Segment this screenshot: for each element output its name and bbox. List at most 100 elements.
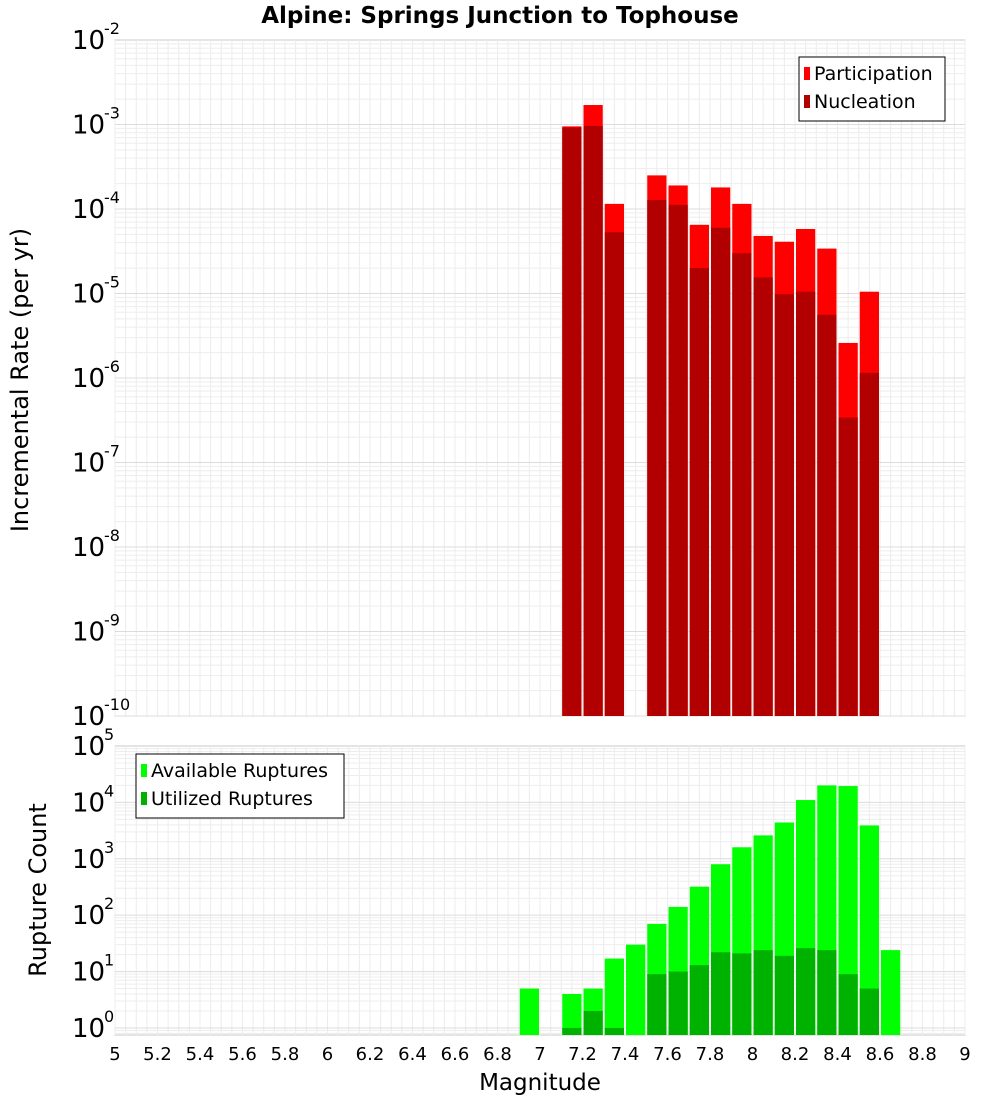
top-grid — [114, 40, 966, 717]
x-tick-label: 7 — [534, 1044, 545, 1065]
legend-swatch — [804, 95, 810, 108]
available-ruptures-bar — [626, 944, 646, 1035]
y-tick-exponent: -2 — [104, 19, 120, 38]
utilized-ruptures-bar — [774, 955, 794, 1035]
y-tick-base: 10 — [72, 449, 105, 479]
utilized-ruptures-bar — [753, 950, 773, 1035]
y-tick-label: 104 — [72, 781, 114, 818]
y-tick-label: 10-7 — [72, 442, 120, 479]
x-tick-label: 5.6 — [228, 1044, 257, 1065]
legend-swatch — [804, 67, 810, 80]
y-tick-base: 10 — [72, 788, 105, 818]
nucleation-bar — [562, 127, 582, 716]
y-tick-base: 10 — [72, 901, 105, 931]
y-tick-label: 105 — [72, 725, 114, 762]
utilized-ruptures-bar — [711, 952, 731, 1035]
x-tick-label: 6 — [322, 1044, 333, 1065]
utilized-ruptures-bar — [583, 1010, 603, 1035]
y-tick-label: 10-6 — [72, 357, 120, 394]
legend-label: Participation — [814, 63, 933, 85]
available-ruptures-bar — [838, 786, 858, 1035]
available-ruptures-bar — [562, 994, 582, 1035]
y-tick-base: 10 — [72, 618, 105, 648]
nucleation-bar — [689, 268, 709, 716]
nucleation-bar — [817, 314, 837, 716]
y-tick-label: 10-8 — [72, 526, 120, 563]
x-tick-label: 5.2 — [143, 1044, 172, 1065]
rupture-count-chart: Rupture Count 100101102103104105Availabl… — [24, 725, 966, 1044]
x-tick-label: 7.6 — [653, 1044, 682, 1065]
y-tick-exponent: -3 — [104, 104, 120, 123]
y-tick-exponent: -8 — [104, 526, 120, 545]
y-tick-exponent: 0 — [104, 1007, 114, 1026]
x-tick-label: 8 — [747, 1044, 758, 1065]
y-tick-exponent: -6 — [104, 357, 120, 376]
top-y-axis-label: Incremental Rate (per yr) — [6, 228, 34, 532]
y-tick-base: 10 — [72, 1014, 105, 1044]
utilized-ruptures-bar — [796, 948, 816, 1035]
legend-box — [135, 753, 345, 819]
x-axis-label: Magnitude — [479, 1070, 601, 1096]
y-tick-label: 10-4 — [72, 188, 120, 225]
x-tick-label: 5.8 — [271, 1044, 300, 1065]
y-tick-label: 101 — [72, 951, 114, 988]
y-tick-base: 10 — [72, 958, 105, 988]
bottom-bars — [519, 785, 901, 1035]
x-tick-label: 5 — [109, 1044, 120, 1065]
available-ruptures-bar — [859, 825, 879, 1035]
nucleation-bar — [711, 227, 731, 716]
y-tick-exponent: 5 — [104, 725, 114, 744]
y-tick-exponent: -7 — [104, 442, 120, 461]
x-axis-tick-labels: 5 5.2 5.4 5.6 5.8 6 6.2 6.4 6.6 6.8 7 7.2 7.4 7.6 7.8 8… — [109, 1044, 970, 1065]
x-tick-label: 7.4 — [611, 1044, 640, 1065]
legend-swatch — [141, 792, 147, 805]
y-tick-base: 10 — [72, 533, 105, 563]
nucleation-bar — [732, 253, 752, 716]
utilized-ruptures-bar — [732, 953, 752, 1035]
x-tick-label: 6.8 — [483, 1044, 512, 1065]
x-tick-label: 9 — [959, 1044, 970, 1065]
y-tick-base: 10 — [72, 280, 105, 310]
x-tick-label: 5.4 — [186, 1044, 215, 1065]
y-tick-label: 100 — [72, 1007, 114, 1044]
x-tick-label: 8.8 — [908, 1044, 937, 1065]
top-bars — [562, 105, 879, 717]
y-tick-label: 10-10 — [72, 695, 130, 732]
bottom-legend: Available Ruptures Utilized Ruptures — [135, 753, 345, 819]
utilized-ruptures-bar — [689, 965, 709, 1035]
y-tick-exponent: -10 — [104, 695, 130, 714]
nucleation-bar — [859, 372, 879, 716]
top-legend: Participation Nucleation — [798, 56, 946, 122]
y-tick-base: 10 — [72, 702, 105, 732]
y-tick-exponent: 3 — [104, 838, 114, 857]
y-tick-exponent: -4 — [104, 188, 120, 207]
nucleation-bar — [753, 277, 773, 716]
nucleation-bar — [647, 199, 667, 717]
y-tick-label: 103 — [72, 838, 114, 875]
available-ruptures-bar — [604, 958, 624, 1035]
x-tick-label: 6.2 — [356, 1044, 385, 1065]
x-tick-label: 7.8 — [696, 1044, 725, 1065]
utilized-ruptures-bar — [668, 971, 688, 1035]
y-tick-exponent: 1 — [104, 951, 114, 970]
available-ruptures-bar — [519, 988, 539, 1035]
utilized-ruptures-bar — [859, 988, 879, 1035]
participation-nucleation-chart: Incremental Rate (per yr) 10-1010-910-81… — [6, 19, 966, 732]
available-ruptures-bar — [881, 950, 901, 1035]
y-tick-exponent: 2 — [104, 894, 114, 913]
y-tick-base: 10 — [72, 195, 105, 225]
legend-swatch — [141, 764, 147, 777]
y-tick-label: 10-5 — [72, 273, 120, 310]
utilized-ruptures-bar — [647, 974, 667, 1035]
legend-label: Available Ruptures — [151, 760, 328, 782]
x-tick-label: 6.4 — [398, 1044, 427, 1065]
y-tick-base: 10 — [72, 111, 105, 141]
nucleation-bar — [604, 232, 624, 716]
y-tick-label: 102 — [72, 894, 114, 931]
nucleation-bar — [796, 291, 816, 716]
y-tick-label: 10-9 — [72, 611, 120, 648]
y-tick-label: 10-2 — [72, 19, 120, 56]
x-tick-label: 8.4 — [823, 1044, 852, 1065]
utilized-ruptures-bar — [562, 1027, 582, 1035]
